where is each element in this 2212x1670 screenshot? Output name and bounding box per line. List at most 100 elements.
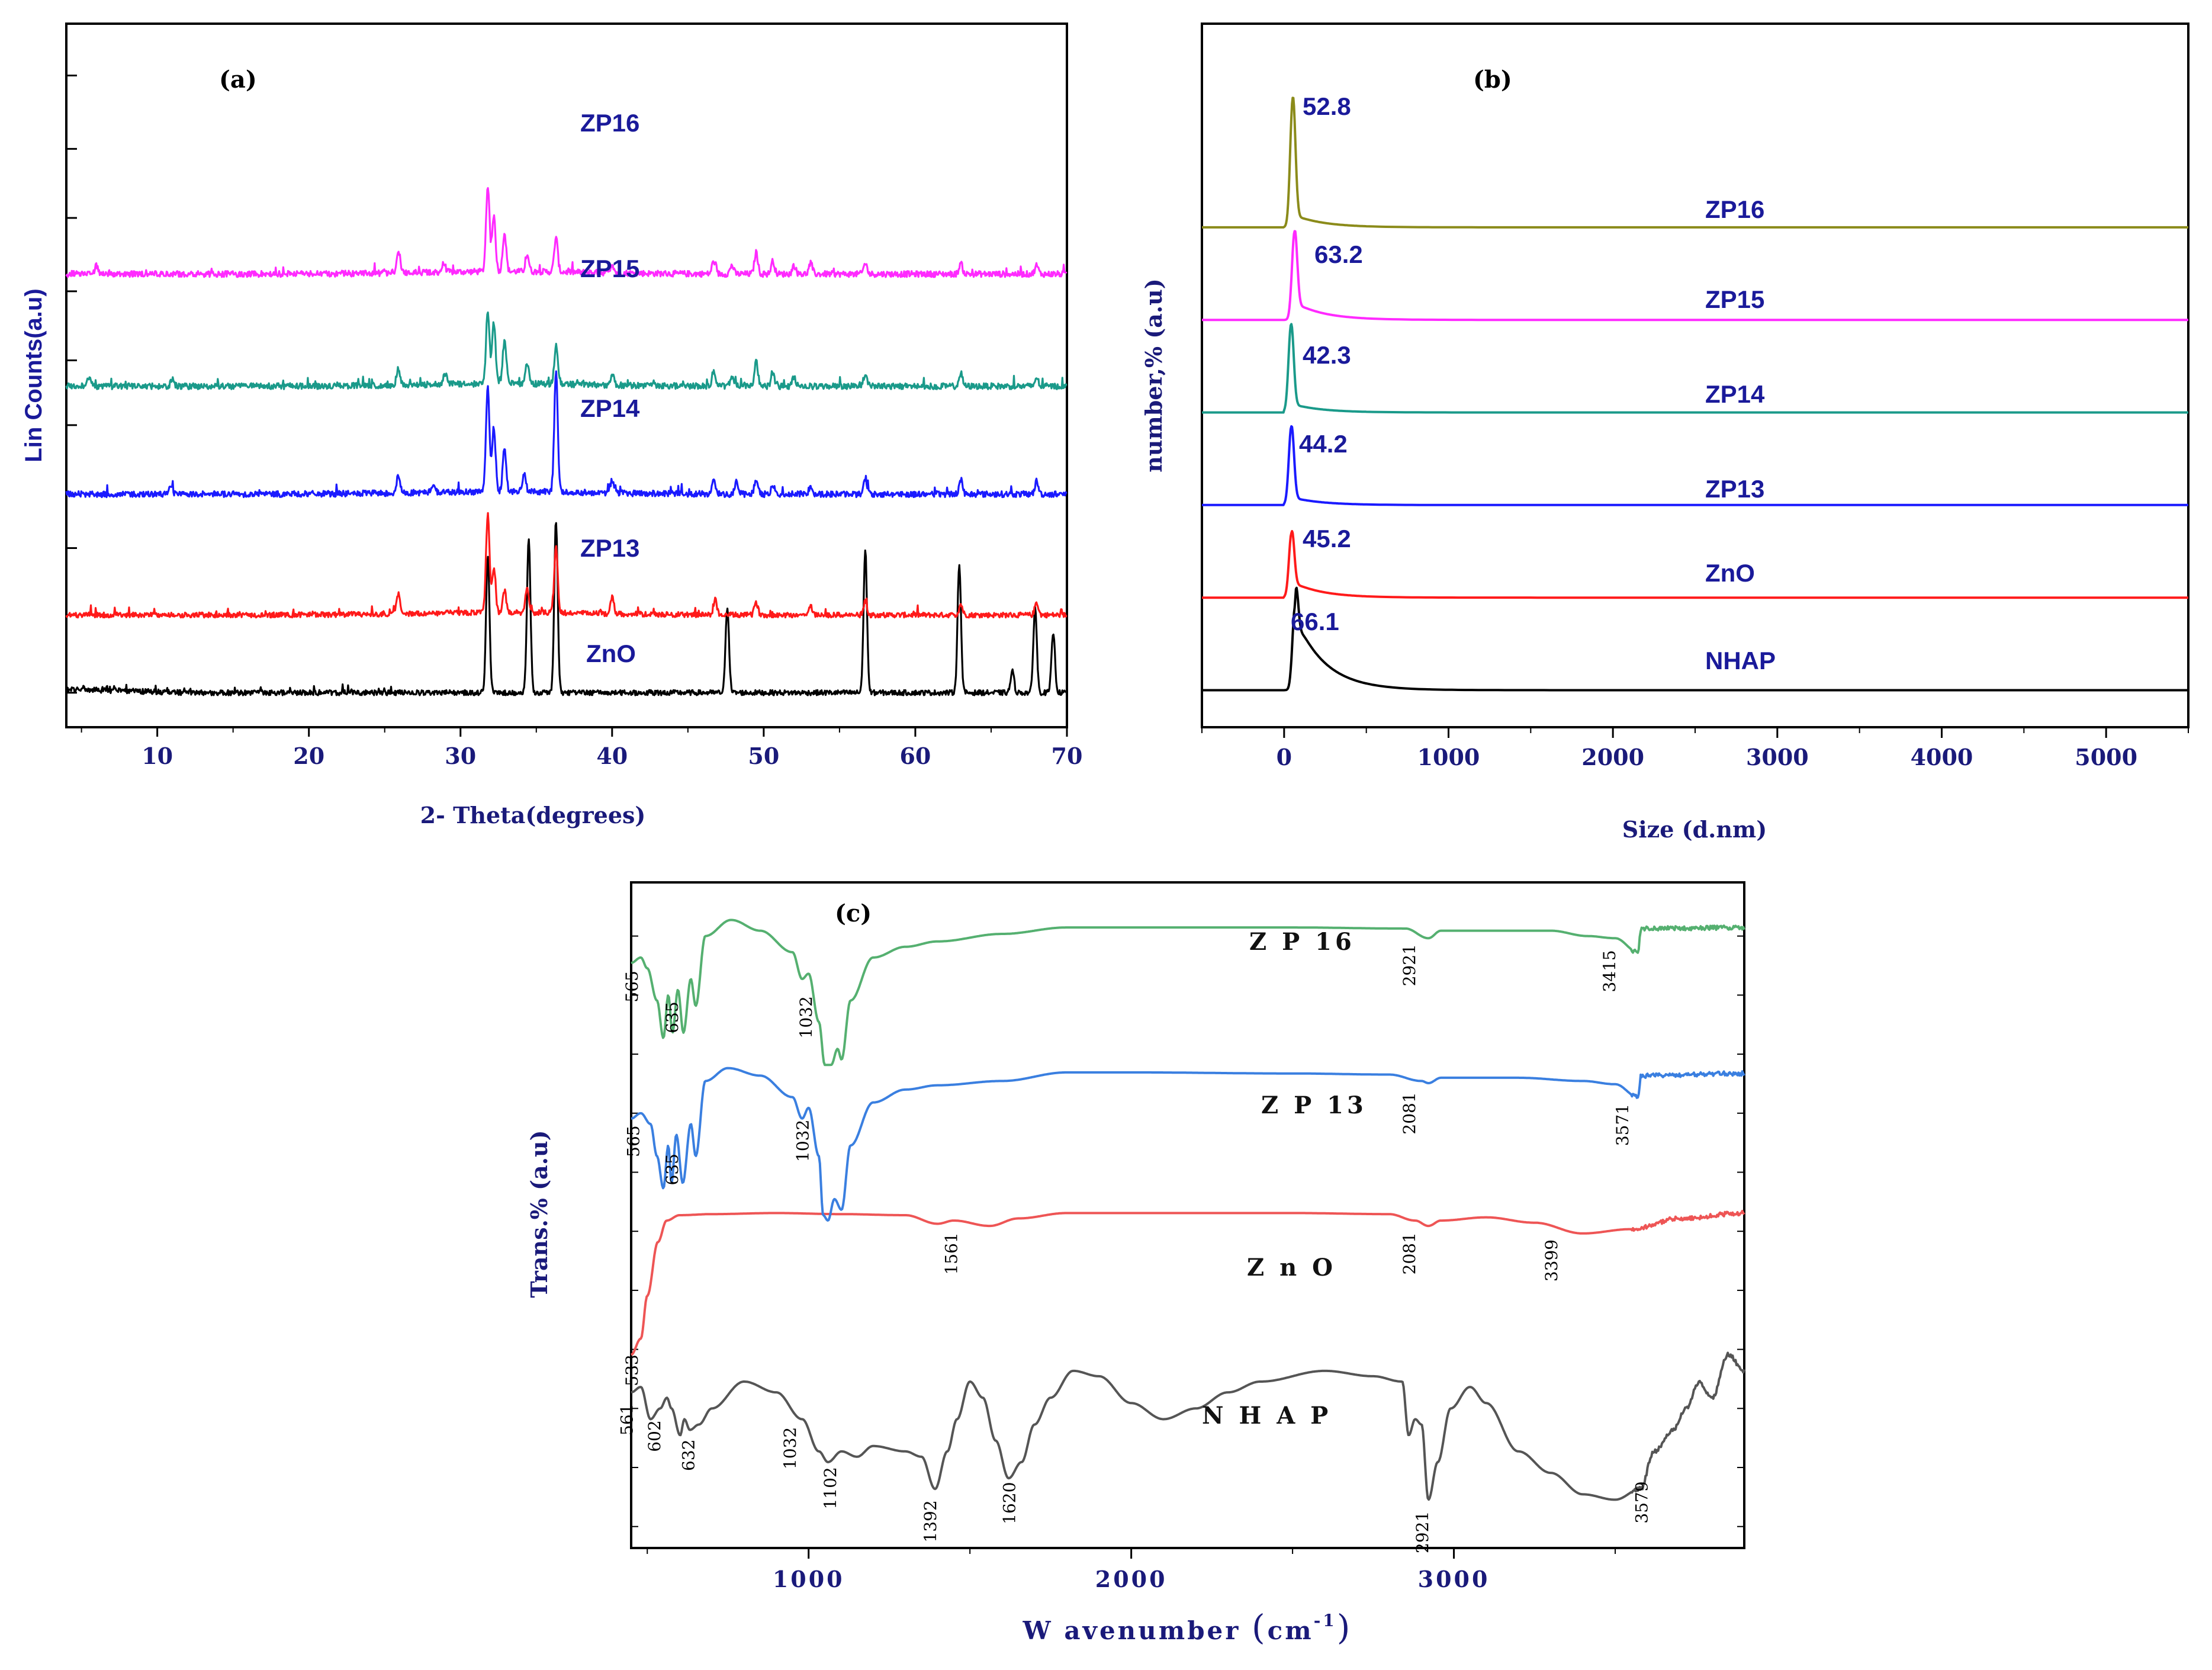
- panel-b-x-axis-label: Size (d.nm): [1622, 816, 1767, 843]
- panel-c-peak-annotation: 635: [663, 1154, 682, 1185]
- panel-b-series-line-zp16: [1201, 97, 2188, 229]
- panel-c-peak-annotation: 1032: [793, 1120, 813, 1162]
- panel-b-x-ticks: 0 1000 2000 3000 4000 5000: [1201, 727, 2189, 770]
- panel-a-series-line-zno: [66, 522, 1068, 696]
- panel-b-peak-label-nhap: 66.1: [1291, 608, 1339, 635]
- panel-a-series-line-zp13: [65, 512, 1068, 619]
- panel-c-series-line-zp13: [631, 1067, 1745, 1222]
- panel-a-series-label-zp15: ZP15: [580, 255, 639, 282]
- panel-c-y-axis-label: Trans.% (a.u): [526, 1130, 552, 1298]
- panel-b-series-label-nhap: NHAP: [1705, 647, 1776, 675]
- panel-c-peak-annotation: 1620: [999, 1482, 1019, 1524]
- panel-c-peak-annotation: 2921: [1400, 944, 1419, 986]
- panel-a-y-axis-label: Lin Counts(a.u): [21, 288, 47, 462]
- panel-a-x-tick-label: 60: [899, 743, 931, 769]
- panel-c-peak-annotation: 565: [624, 1125, 644, 1157]
- panel-c-peak-annotation: 1102: [821, 1467, 840, 1509]
- panel-c-frame: [630, 881, 1745, 1549]
- panel-c-peak-annotation: 2081: [1400, 1092, 1419, 1134]
- panel-a-x-tick-label: 50: [748, 743, 779, 769]
- panel-c-peak-annotation: 1392: [921, 1500, 940, 1542]
- panel-c-series-label-zno: Z n O: [1247, 1254, 1336, 1282]
- panel-a-series-label-zno: ZnO: [586, 640, 636, 667]
- panel-b-x-tick-label: 0: [1277, 744, 1292, 770]
- panel-c-peak-annotation: 2921: [1413, 1511, 1432, 1553]
- panel-c-peak-annotation: 561: [618, 1404, 637, 1435]
- panel-c: 1000 2000 3000 565 635 1032 2921 3415 565 635 103…: [526, 881, 1745, 1647]
- panel-a-series-label-zp13: ZP13: [580, 534, 639, 562]
- panel-a-series-line-zp16: [65, 187, 1068, 278]
- panel-b-series-line-zno: [1201, 529, 2188, 599]
- panel-a-series-line-zp14: [65, 370, 1068, 499]
- panel-c-series-line-nhap: [631, 1351, 1745, 1501]
- panel-a-x-tick-label: 70: [1052, 743, 1083, 769]
- panel-b-peak-label-zp15: 63.2: [1314, 240, 1363, 268]
- panel-a-x-tick-label: 30: [445, 743, 476, 769]
- panel-c-x-tick-label: 3000: [1418, 1566, 1490, 1592]
- panel-b-x-tick-label: 2000: [1581, 744, 1644, 770]
- panel-b-peak-label-zp13: 44.2: [1299, 430, 1348, 458]
- panel-b-y-axis-label: number,% (a.u): [1140, 278, 1167, 472]
- panel-c-x-axis-label: W avenumber (cm-1): [1023, 1607, 1353, 1647]
- panel-b-frame: [1201, 23, 2190, 728]
- panel-a-x-tick-label: 40: [596, 743, 628, 769]
- panel-a-frame: [65, 23, 1068, 728]
- panel-c-peak-annotation: 635: [663, 1001, 682, 1033]
- panel-b-x-tick-label: 1000: [1417, 744, 1480, 770]
- panel-c-series-label-zp16: Z P 16: [1249, 928, 1355, 956]
- panel-a-x-ticks: 10 20 30 40 50 60 70: [81, 727, 1083, 769]
- panel-c-peak-annotation: 1561: [941, 1232, 961, 1274]
- panel-b-x-tick-label: 5000: [2075, 744, 2137, 770]
- panel-c-peak-annotation: 1032: [780, 1427, 800, 1469]
- panel-b-series-line-zp13: [1201, 425, 2188, 506]
- panel-b-series: [1201, 97, 2188, 692]
- panel-c-series-label-nhap: N H A P: [1202, 1402, 1332, 1430]
- panel-b-series-label-zp14: ZP14: [1705, 380, 1765, 408]
- panel-c-x-axis-label-exp: -1: [1314, 1611, 1337, 1630]
- panel-a-series: [65, 187, 1068, 696]
- panel-c-x-axis-label-close: ): [1337, 1607, 1353, 1647]
- panel-a-series-line-zp15: [65, 311, 1068, 390]
- panel-c-series-label-zp13: Z P 13: [1261, 1091, 1367, 1119]
- panel-b-peak-label-zp16: 52.8: [1303, 92, 1351, 120]
- panel-c-label: (c): [835, 900, 872, 927]
- panel-a-x-axis-label: 2- Theta(degrees): [420, 802, 646, 828]
- panel-b-peak-label-zno: 45.2: [1303, 525, 1351, 553]
- panel-c-peak-annotations: 565 635 1032 2921 3415 565 635 1032 2081 3571 533 1…: [618, 944, 1652, 1553]
- panel-b-x-tick-label: 3000: [1746, 744, 1809, 770]
- panel-c-peak-annotation: 632: [679, 1440, 698, 1471]
- panel-b-series-label-zp15: ZP15: [1705, 285, 1764, 313]
- panel-b: 0 1000 2000 3000 4000 5000 (b) number,% (a.u)…: [1140, 23, 2190, 843]
- panel-c-peak-annotation: 602: [645, 1420, 664, 1451]
- panel-b-series-label-zp13: ZP13: [1705, 475, 1764, 503]
- panel-c-x-axis-label-main: W avenumber: [1023, 1616, 1252, 1645]
- panel-c-x-ticks: 1000 2000 3000: [647, 1548, 1616, 1592]
- panel-b-series-label-zno: ZnO: [1705, 559, 1755, 587]
- panel-b-peak-label-zp14: 42.3: [1303, 341, 1351, 369]
- panel-a-series-label-zp16: ZP16: [580, 109, 639, 137]
- panel-a-label: (a): [219, 66, 257, 94]
- panel-a-x-tick-label: 10: [142, 743, 173, 769]
- panel-a: 10 20 30 40 50 60 70 (a) Lin Counts(a.u) 2- Th…: [21, 23, 1083, 828]
- panel-c-peak-annotation: 1032: [796, 996, 816, 1038]
- panel-c-peak-annotation: 2081: [1400, 1232, 1419, 1274]
- panel-b-series-line-nhap: [1201, 586, 2188, 692]
- panel-c-x-tick-label: 2000: [1095, 1566, 1168, 1592]
- panel-c-x-axis-label-open: (: [1252, 1607, 1268, 1647]
- panel-c-y-ticks: [631, 935, 1744, 1527]
- panel-b-series-line-zp15: [1201, 230, 2188, 322]
- panel-a-series-label-zp14: ZP14: [580, 394, 640, 422]
- panel-c-peak-annotation: 3579: [1632, 1481, 1652, 1523]
- panel-b-x-tick-label: 4000: [1911, 744, 1973, 770]
- panel-b-series-label-zp16: ZP16: [1705, 195, 1764, 223]
- panel-c-series-line-zp16: [631, 918, 1745, 1067]
- panel-c-peak-annotation: 3415: [1600, 950, 1619, 992]
- panel-b-series-line-zp14: [1201, 323, 2188, 414]
- panel-c-peak-annotation: 565: [622, 971, 642, 1002]
- panel-c-peak-annotation: 3571: [1613, 1104, 1632, 1146]
- panel-c-x-tick-label: 1000: [773, 1566, 845, 1592]
- panel-b-label: (b): [1473, 66, 1512, 94]
- panel-c-series-line-zno: [631, 1209, 1745, 1356]
- panel-a-x-tick-label: 20: [293, 743, 324, 769]
